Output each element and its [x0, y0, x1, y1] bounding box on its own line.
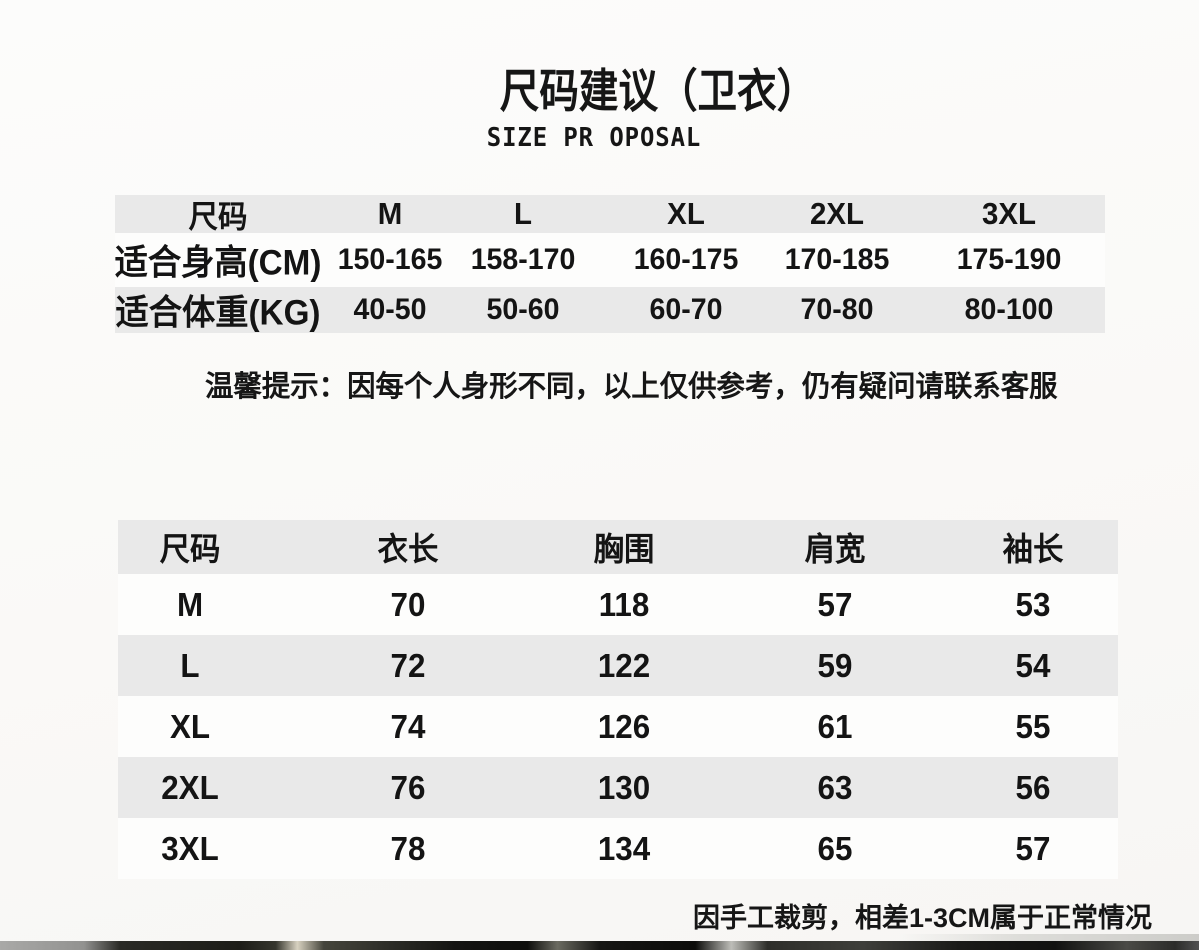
measure-table-cell: 57	[817, 585, 853, 623]
measure-table-cell: 53	[1015, 585, 1051, 623]
measure-table-cell: 134	[597, 829, 651, 867]
measure-table-row-4: 2XL 76 130 63 56	[118, 757, 1118, 818]
size-table-cell: 适合体重(KG)	[115, 293, 321, 333]
measure-table-cell: XL	[169, 707, 211, 745]
measure-table-cell: 56	[1015, 768, 1051, 806]
photo-edge-haze	[899, 934, 1199, 941]
page-subtitle: SIZE PR OPOSAL	[486, 123, 702, 153]
measure-table-cell: 59	[817, 646, 853, 684]
measure-table-row-2: L 72 122 59 54	[118, 635, 1118, 696]
size-table-row-1: 适合身高(CM) 150-165 158-170 160-175 170-185 175-…	[115, 233, 1105, 287]
measure-table-cell: 55	[1015, 707, 1051, 745]
measure-table-cell: 70	[390, 585, 426, 623]
measure-table-cell: 胸围	[593, 531, 655, 567]
size-table-row-2: 适合体重(KG) 40-50 50-60 60-70 70-80 80-100	[115, 287, 1105, 333]
measure-table-cell: 122	[597, 646, 651, 684]
measure-table-cell: 76	[390, 768, 426, 806]
measure-table-cell: 61	[817, 707, 853, 745]
measure-table-cell: 126	[597, 707, 651, 745]
size-table-cell: 2XL	[809, 196, 865, 231]
measure-table-cell: 63	[817, 768, 853, 806]
measure-table-cell: 衣长	[377, 531, 439, 567]
footnote-text: 因手工裁剪，相差1-3CM属于正常情况	[692, 903, 1152, 933]
measure-table-cell: 72	[390, 646, 426, 684]
size-table-cell: 适合身高(CM)	[114, 243, 322, 283]
next-photo-edge-strip	[0, 941, 1199, 950]
measure-table-cell: L	[180, 646, 200, 684]
measure-table-cell: 尺码	[159, 531, 221, 567]
measure-table-cell: 118	[598, 585, 650, 623]
measure-table-cell: 57	[1015, 829, 1051, 867]
size-table-cell: 80-100	[964, 293, 1054, 326]
measure-table-row-1: M 70 118 57 53	[118, 574, 1118, 635]
measure-table-cell: 65	[817, 829, 853, 867]
measure-table-row-3: XL 74 126 61 55	[118, 696, 1118, 757]
measure-table-cell: 78	[390, 829, 426, 867]
measure-table-cell: 3XL	[161, 829, 219, 867]
size-table-cell: 160-175	[633, 243, 739, 276]
measure-table-cell: 130	[597, 768, 651, 806]
tip-text: 温馨提示：因每个人身形不同，以上仅供参考，仍有疑问请联系客服	[205, 371, 1058, 403]
size-table-cell: 50-60	[486, 293, 560, 326]
size-table-cell: 70-80	[800, 293, 874, 326]
size-table-cell: 40-50	[353, 293, 427, 326]
measure-table-row-0: 尺码 衣长 胸围 肩宽 袖长	[118, 520, 1118, 574]
measure-table-row-5: 3XL 78 134 65 57	[118, 818, 1118, 879]
size-table-cell: 158-170	[470, 243, 576, 276]
size-table-cell: L	[514, 196, 532, 231]
size-table-cell: 150-165	[337, 243, 443, 276]
size-table-row-0: 尺码 M L XL 2XL 3XL	[115, 195, 1105, 235]
size-table-cell: 3XL	[981, 196, 1037, 231]
size-table-cell: 175-190	[956, 243, 1062, 276]
page-title: 尺码建议（卫衣）	[499, 65, 817, 117]
size-table-cell: 60-70	[649, 293, 723, 326]
measure-table-cell: 2XL	[161, 768, 219, 806]
measure-table-cell: 74	[390, 707, 426, 745]
size-table-cell: 尺码	[188, 199, 248, 235]
measure-table-cell: 袖长	[1002, 531, 1064, 567]
size-table-cell: 170-185	[784, 243, 890, 276]
size-table-cell: M	[377, 196, 403, 231]
measure-table-cell: M	[176, 585, 204, 623]
size-table-cell: XL	[667, 196, 705, 231]
measure-table-cell: 54	[1015, 646, 1051, 684]
measure-table-cell: 肩宽	[804, 531, 866, 567]
